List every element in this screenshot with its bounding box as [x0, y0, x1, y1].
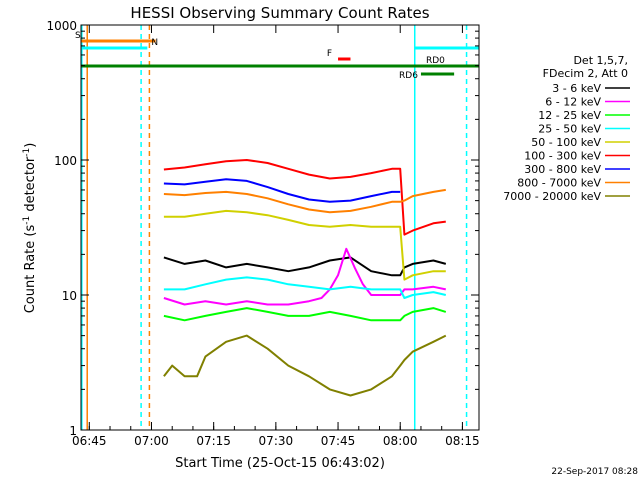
legend-header-1: FDecim 2, Att 0	[543, 67, 628, 80]
legend-label-0: 3 - 6 keV	[552, 82, 601, 95]
x-tick-label-6: 08:15	[445, 434, 480, 448]
y-axis-label: Count Rate (s-1 detector-1)	[22, 143, 38, 314]
x-tick-label-4: 07:45	[321, 434, 356, 448]
annotation-label-f: F	[327, 49, 332, 59]
x-tick-label-1: 07:00	[134, 434, 169, 448]
series-line-1	[163, 247, 447, 306]
x-tick-label-3: 07:30	[259, 434, 294, 448]
y-axis-label-main: Count Rate (s	[23, 225, 38, 314]
y-tick-label-3: 1000	[46, 19, 77, 33]
plot-frame	[80, 24, 480, 431]
legend-label-7: 800 - 7000 keV	[517, 177, 601, 190]
y-tick-label-1: 10	[62, 289, 77, 303]
x-tick-label-5: 08:00	[383, 434, 418, 448]
legend-header-0: Det 1,5,7,	[573, 54, 628, 67]
series-line-6	[163, 178, 401, 203]
x-tick-label-0: 06:45	[72, 434, 107, 448]
series-line-0	[163, 256, 447, 277]
legend-label-4: 50 - 100 keV	[531, 136, 601, 149]
footer-date: 22-Sep-2017 08:28	[551, 467, 638, 477]
chart-title: HESSI Observing Summary Count Rates	[130, 4, 429, 22]
series-line-8	[163, 334, 447, 397]
y-axis-label-mid: detector	[23, 156, 38, 216]
series-line-3	[163, 276, 447, 299]
y-axis-label-exp-2: -1	[22, 148, 32, 157]
series-line-2	[163, 307, 447, 322]
y-axis-label-exp-1: -1	[22, 216, 32, 225]
series-line-5	[163, 159, 446, 236]
legend-label-2: 12 - 25 keV	[538, 109, 601, 122]
legend-label-6: 300 - 800 keV	[524, 163, 601, 176]
series-line-7	[163, 188, 446, 214]
annotation-label-s: S	[75, 31, 81, 41]
annotation-label-rd0: RD0	[426, 56, 445, 66]
annotation-label-rd6: RD6	[399, 71, 418, 81]
legend-label-5: 100 - 300 keV	[524, 150, 601, 163]
series-line-4	[163, 209, 446, 281]
x-tick-label-2: 07:15	[196, 434, 231, 448]
y-axis-label-end: )	[23, 143, 38, 148]
annotation-label-n: N	[151, 38, 158, 48]
axes: 06:45 07:00 07:15 07:30 07:45 08:00 08:15 1 10 10…	[46, 19, 479, 448]
plot-area: S N F RD0 RD6	[75, 25, 479, 430]
x-axis-label: Start Time (25-Oct-15 06:43:02)	[175, 456, 385, 471]
y-tick-label-2: 100	[54, 154, 77, 168]
y-tick-label-0: 1	[69, 424, 77, 438]
legend-label-1: 6 - 12 keV	[545, 96, 601, 109]
legend-label-3: 25 - 50 keV	[538, 123, 601, 136]
legend-label-8: 7000 - 20000 keV	[503, 190, 601, 203]
